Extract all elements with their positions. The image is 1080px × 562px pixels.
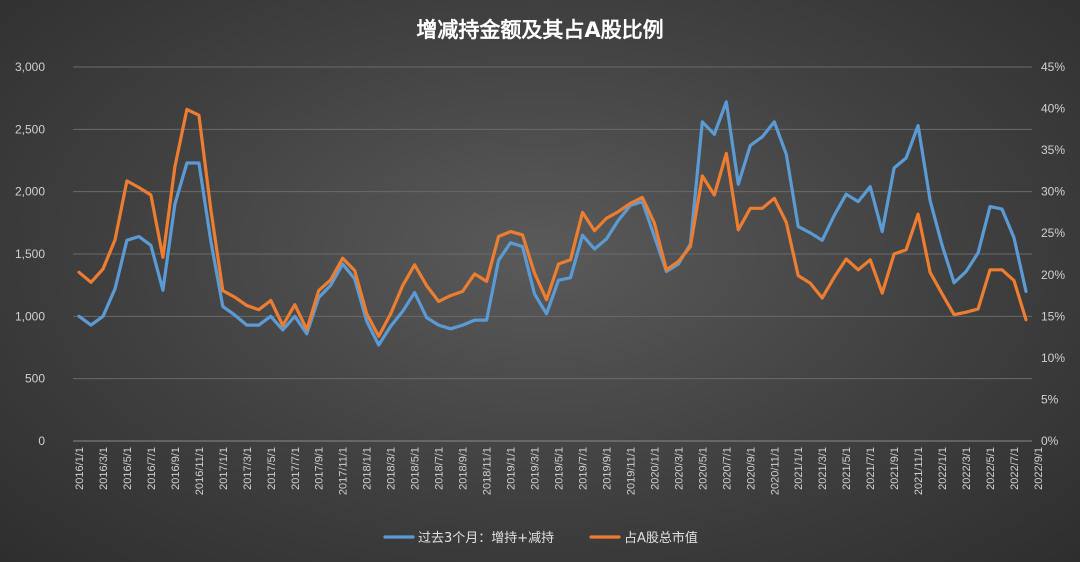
- x-tick-label: 2020/3/1: [673, 447, 685, 490]
- x-tick-label: 2019/7/1: [577, 447, 589, 490]
- x-tick-label: 2020/7/1: [721, 447, 733, 490]
- y-left-tick-label: 2,000: [15, 185, 45, 199]
- x-tick-label: 2018/7/1: [434, 447, 446, 490]
- series-line-1: [77, 100, 1028, 347]
- x-tick-label: 2021/1/1: [793, 447, 805, 490]
- x-tick-label: 2018/1/1: [362, 447, 374, 490]
- y-right-tick-label: 15%: [1041, 309, 1065, 323]
- chart-title: 增减持金额及其占A股比例: [416, 18, 663, 42]
- y-right-tick-label: 25%: [1041, 226, 1065, 240]
- y-left-tick-label: 0: [38, 434, 45, 448]
- x-tick-label: 2020/9/1: [745, 447, 757, 490]
- x-tick-label: 2022/9/1: [1033, 447, 1045, 490]
- x-tick-label: 2019/9/1: [601, 447, 613, 490]
- x-tick-label: 2022/5/1: [985, 447, 997, 490]
- x-tick-label: 2021/3/1: [817, 447, 829, 490]
- x-axis: 2016/1/1 2016/3/1 2016/5/1 2016/7/1 2016/9/1…: [73, 440, 1045, 495]
- y-right-tick-label: 30%: [1041, 185, 1065, 199]
- y-left-tick-label: 3,000: [15, 60, 45, 74]
- y-right-tick-label: 35%: [1041, 143, 1065, 157]
- x-tick-label: 2019/5/1: [553, 447, 565, 490]
- x-tick-label: 2021/11/1: [913, 447, 925, 495]
- x-tick-label: 2017/11/1: [338, 447, 350, 495]
- x-tick-label: 2020/11/1: [769, 447, 781, 495]
- y-left-tick-label: 1,500: [15, 247, 45, 261]
- x-tick-label: 2022/1/1: [937, 447, 949, 490]
- gridlines: [73, 66, 1032, 442]
- x-tick-label: 2019/11/1: [625, 447, 637, 495]
- y-axis-left: 0 500 1,000 1,500 2,000 2,500 3,000: [15, 60, 45, 448]
- y-right-tick-label: 20%: [1041, 268, 1065, 282]
- x-tick-label: 2020/5/1: [697, 447, 709, 490]
- x-tick-label: 2017/5/1: [266, 447, 278, 490]
- x-tick-label: 2016/11/1: [194, 447, 206, 495]
- legend-label: 过去3个月：增持+减持: [418, 531, 554, 546]
- series-line-2: [77, 107, 1028, 338]
- x-tick-label: 2016/3/1: [98, 447, 110, 490]
- y-right-tick-label: 40%: [1041, 102, 1065, 116]
- x-tick-label: 2018/9/1: [458, 447, 470, 490]
- y-axis-right: 0% 5% 10% 15% 20% 25% 30% 35% 40% 45%: [1041, 60, 1065, 448]
- legend-label: 占A股总市值: [624, 530, 698, 546]
- x-tick-label: 2021/9/1: [889, 447, 901, 490]
- x-tick-label: 2018/3/1: [386, 447, 398, 490]
- x-tick-label: 2017/1/1: [218, 447, 230, 490]
- x-tick-label: 2019/3/1: [530, 447, 542, 490]
- y-right-tick-label: 45%: [1041, 60, 1065, 74]
- x-tick-label: 2016/9/1: [170, 447, 182, 490]
- x-tick-label: 2017/7/1: [290, 447, 302, 490]
- x-tick-label: 2019/1/1: [506, 447, 518, 490]
- x-tick-label: 2016/5/1: [122, 447, 134, 490]
- y-left-tick-label: 500: [25, 372, 45, 386]
- x-tick-label: 2018/5/1: [410, 447, 422, 490]
- x-tick-label: 2022/7/1: [1009, 447, 1021, 490]
- x-tick-label: 2017/3/1: [242, 447, 254, 490]
- y-right-tick-label: 0%: [1041, 434, 1059, 448]
- y-left-tick-label: 2,500: [15, 122, 45, 136]
- x-tick-label: 2018/11/1: [482, 447, 494, 495]
- y-left-tick-label: 1,000: [15, 309, 45, 323]
- x-tick-label: 2021/5/1: [841, 447, 853, 490]
- x-tick-label: 2017/9/1: [314, 447, 326, 490]
- x-tick-label: 2022/3/1: [961, 447, 973, 490]
- y-right-tick-label: 5%: [1041, 392, 1059, 406]
- x-tick-label: 2016/7/1: [146, 447, 158, 490]
- y-right-tick-label: 10%: [1041, 351, 1065, 365]
- x-tick-label: 2020/1/1: [649, 447, 661, 490]
- x-tick-label: 2016/1/1: [74, 447, 86, 490]
- x-tick-label: 2021/7/1: [865, 447, 877, 490]
- legend: 过去3个月：增持+减持 占A股总市值: [383, 530, 698, 546]
- series-lines: [77, 100, 1028, 347]
